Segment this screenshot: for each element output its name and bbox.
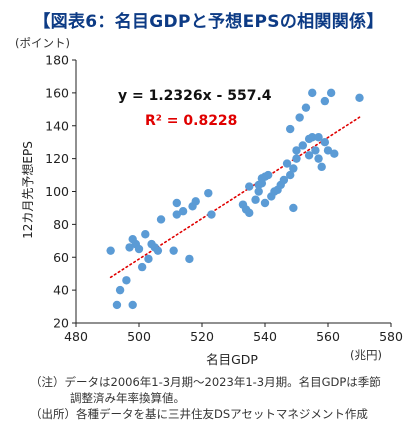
data-point — [156, 215, 166, 224]
x-tick-label: 560 — [316, 329, 340, 344]
y-unit-label: (ポイント) — [15, 36, 70, 50]
data-point — [311, 146, 320, 155]
data-point — [301, 103, 311, 112]
data-point — [122, 276, 131, 285]
data-point — [134, 244, 144, 254]
y-tick-label: 20 — [53, 316, 69, 331]
y-tick-label: 140 — [45, 118, 69, 133]
trendline — [109, 116, 361, 279]
data-point — [245, 208, 254, 218]
data-point — [286, 124, 295, 134]
data-point — [304, 151, 314, 160]
data-point — [286, 170, 295, 180]
data-point — [153, 246, 163, 255]
data-point — [172, 210, 181, 219]
data-point — [308, 88, 317, 98]
data-point — [314, 154, 323, 163]
data-point — [125, 243, 134, 252]
data-point — [314, 133, 323, 142]
data-point — [295, 113, 304, 122]
data-point — [263, 170, 273, 180]
data-point — [128, 300, 137, 310]
x-unit-label: (兆円) — [350, 348, 382, 362]
r-squared-label: R² = 0.8228 — [145, 113, 237, 129]
source-line: （出所）各種データを基に三井住友DSアセットマネジメント作成 — [30, 407, 368, 421]
y-tick-label: 100 — [45, 184, 69, 199]
chart-title: 【図表6：名目GDPと予想EPSの相関関係】 — [33, 12, 384, 32]
data-point — [245, 182, 254, 191]
tick-labels: 480 500 520 540 560 580 20 40 60 80 100 120 140 160 18… — [45, 53, 403, 345]
data-point — [251, 195, 260, 204]
note-line-2: 調整済み年率換算値。 — [70, 391, 185, 405]
data-point — [172, 198, 181, 208]
y-tick-label: 60 — [53, 250, 69, 265]
data-point — [257, 179, 267, 188]
data-point — [207, 210, 216, 219]
data-point — [292, 154, 301, 163]
data-point — [320, 96, 330, 106]
data-point — [320, 137, 330, 147]
data-point — [326, 88, 336, 98]
data-point — [204, 188, 213, 198]
data-point — [355, 93, 364, 103]
data-point — [112, 300, 122, 310]
data-point — [185, 254, 194, 264]
y-tick-label: 180 — [45, 53, 69, 68]
data-point — [317, 162, 326, 172]
data-point — [289, 164, 298, 173]
data-point — [279, 175, 289, 185]
x-tick-label: 480 — [64, 329, 88, 344]
x-tick-label: 580 — [379, 329, 403, 344]
y-tick-label: 160 — [45, 85, 69, 100]
data-points — [106, 88, 364, 310]
data-point — [282, 159, 292, 168]
data-point — [323, 146, 333, 155]
data-point — [169, 246, 178, 255]
data-point — [292, 146, 301, 155]
x-tick-label: 500 — [127, 329, 151, 344]
data-point — [260, 198, 270, 208]
data-point — [191, 197, 200, 206]
data-point — [106, 246, 115, 255]
scatter-chart: 480 500 520 540 560 580 20 40 60 80 100 120 140 160 18… — [15, 36, 403, 367]
data-point — [178, 207, 188, 216]
y-tick-label: 40 — [53, 283, 69, 298]
data-point — [308, 133, 317, 142]
data-point — [144, 254, 153, 264]
note-line-1: （注）データは2006年1-3月期～2023年1-3月期。名目GDPは季節 — [30, 375, 381, 389]
data-point — [298, 141, 307, 150]
y-axis-title: 12カ月先予想EPS — [20, 141, 35, 239]
data-point — [137, 262, 147, 272]
x-tick-label: 520 — [190, 329, 214, 344]
trendline-group — [109, 116, 361, 279]
data-point — [254, 187, 263, 196]
data-point — [115, 285, 125, 295]
y-tick-label: 80 — [53, 217, 69, 232]
data-point — [141, 230, 150, 239]
axes — [72, 59, 392, 327]
x-tick-label: 540 — [253, 329, 277, 344]
data-point — [289, 203, 298, 213]
y-tick-label: 120 — [45, 151, 69, 166]
data-point — [330, 149, 339, 158]
x-axis-title: 名目GDP — [206, 352, 258, 367]
regression-equation: y = 1.2326x - 557.4 — [118, 88, 272, 104]
footnotes: （注）データは2006年1-3月期～2023年1-3月期。名目GDPは季節 調整… — [30, 374, 410, 422]
